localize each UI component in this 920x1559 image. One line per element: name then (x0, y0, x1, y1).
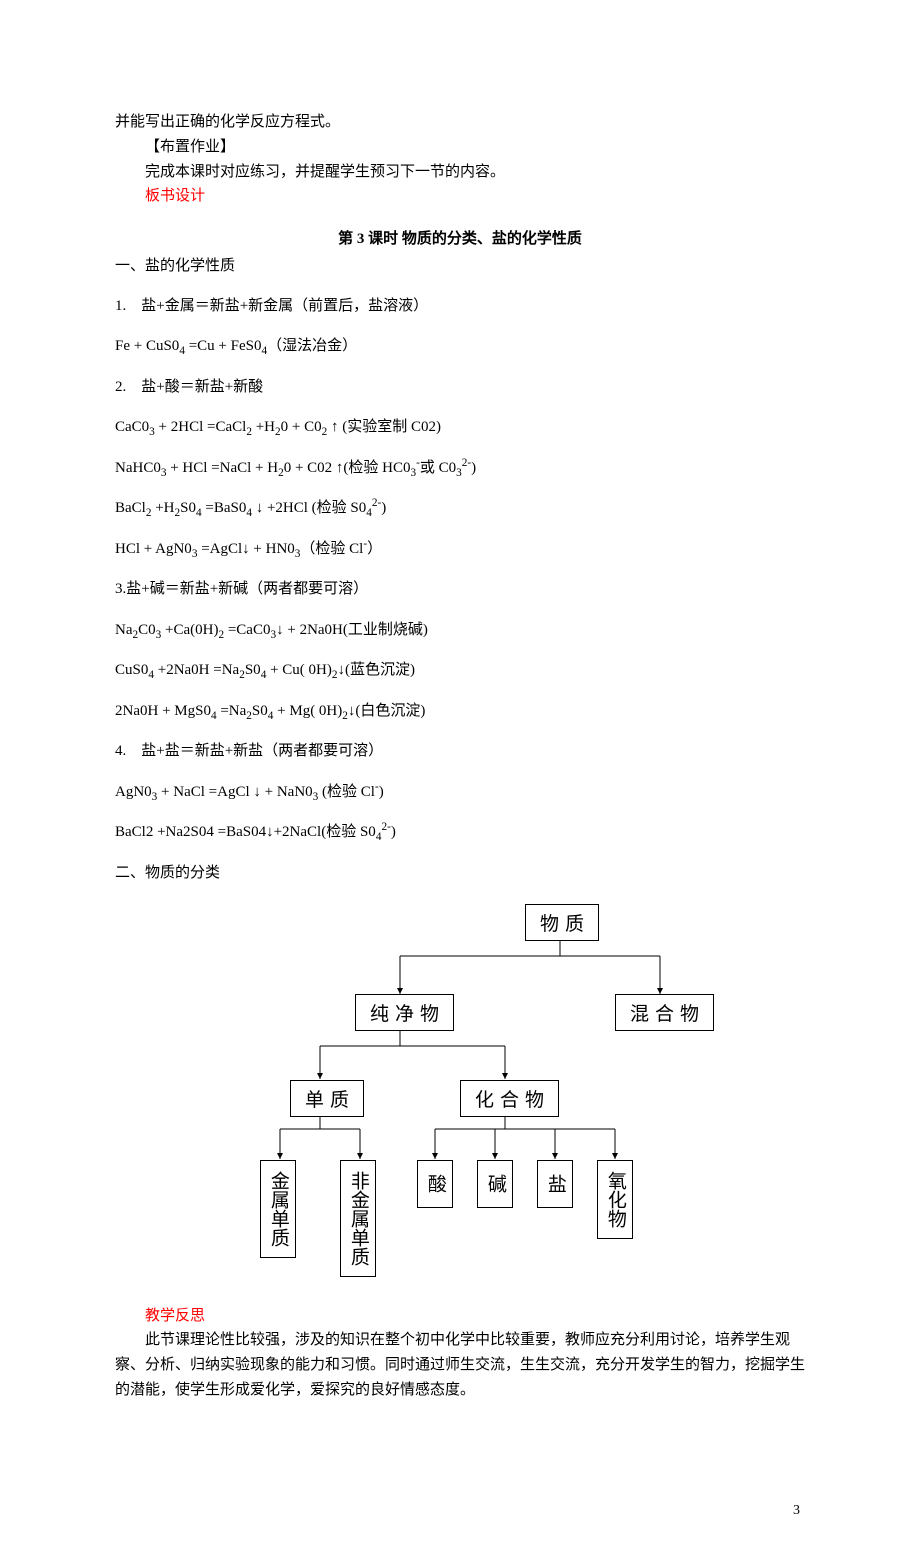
sup: 2- (372, 497, 381, 509)
txt: NaHC0 (115, 460, 161, 476)
leaf-metal: 金属单质 (260, 1160, 296, 1258)
txt: 0 + C02 ↑(检验 HC0 (284, 460, 411, 476)
eq-4-2: BaCl2 +Na2S04 =BaS04↓+2NaCl(检验 S042-) (115, 820, 805, 846)
txt: + Cu( 0H) (266, 662, 332, 678)
txt: BaCl (115, 500, 146, 516)
reflection-title: 教学反思 (115, 1304, 805, 1329)
rule-1: 1. 盐+金属＝新盐+新金属（前置后，盐溶液） (115, 294, 805, 320)
leaf-oxide: 氧化物 (597, 1160, 633, 1239)
node-simple: 单质 (290, 1080, 364, 1117)
sup: 2- (381, 821, 390, 833)
txt: + HCl =NaCl + H (166, 460, 278, 476)
txt: ↑ (实验室制 C02) (327, 419, 441, 435)
leaf-salt: 盐 (537, 1160, 573, 1208)
leaf-acid: 酸 (417, 1160, 453, 1208)
part2-title: 二、物质的分类 (115, 861, 805, 886)
txt: ) (391, 824, 396, 840)
txt: +2Na0H =Na (154, 662, 239, 678)
txt: C0 (138, 622, 156, 638)
txt: ↓ + 2Na0H(工业制烧碱) (276, 622, 428, 638)
txt: + Mg( 0H) (273, 703, 342, 719)
intro-line-1: 并能写出正确的化学反应方程式。 (115, 110, 805, 135)
eq-4-1: AgN03 + NaCl =AgCl ↓ + NaN03 (检验 Cl-) (115, 780, 805, 806)
txt: S0 (245, 662, 261, 678)
txt: CaC0 (115, 419, 149, 435)
txt: Fe + CuS0 (115, 338, 179, 354)
node-compound: 化合物 (460, 1080, 559, 1117)
eq-2-4: HCl + AgN03 =AgCl↓ + HN03（检验 Cl-） (115, 537, 805, 563)
txt: Na (115, 622, 133, 638)
classification-tree: 物质 纯净物 混合物 单质 化合物 金属单质 非金属单质 酸 碱 盐 氧化物 (190, 904, 730, 1284)
rule-4: 4. 盐+盐＝新盐+新盐（两者都要可溶） (115, 739, 805, 765)
txt: 2Na0H + MgS0 (115, 703, 211, 719)
txt: +H (252, 419, 275, 435)
txt: （湿法冶金） (267, 338, 357, 354)
txt: +Ca(0H) (161, 622, 218, 638)
txt: + NaCl =AgCl ↓ + NaN0 (157, 784, 312, 800)
txt: （检验 Cl (300, 541, 363, 557)
txt: AgN0 (115, 784, 152, 800)
page: 并能写出正确的化学反应方程式。 【布置作业】 完成本课时对应练习，并提醒学生预习… (0, 0, 920, 1559)
intro-line-3: 完成本课时对应练习，并提醒学生预习下一节的内容。 (115, 160, 805, 185)
txt: ↓(白色沉淀) (348, 703, 426, 719)
page-number: 3 (115, 1503, 805, 1519)
eq-1-1: Fe + CuS04 =Cu + FeS04（湿法冶金） (115, 334, 805, 360)
txt: =AgCl↓ + HN0 (197, 541, 294, 557)
txt: +H (151, 500, 174, 516)
eq-3-1: Na2C03 +Ca(0H)2 =CaC03↓ + 2Na0H(工业制烧碱) (115, 618, 805, 644)
leaf-base: 碱 (477, 1160, 513, 1208)
txt: (检验 Cl (318, 784, 375, 800)
txt: HCl + AgN0 (115, 541, 192, 557)
txt: ) (379, 784, 384, 800)
leaf-nonmetal: 非金属单质 (340, 1160, 376, 1277)
txt: =Cu + FeS0 (185, 338, 262, 354)
txt: ↓ +2HCl (检验 S0 (252, 500, 366, 516)
eq-3-2: CuS04 +2Na0H =Na2S04 + Cu( 0H)2↓(蓝色沉淀) (115, 658, 805, 684)
rule-2: 2. 盐+酸＝新盐+新酸 (115, 375, 805, 401)
txt: =BaS0 (202, 500, 247, 516)
node-root: 物质 (525, 904, 599, 941)
eq-2-2: NaHC03 + HCl =NaCl + H20 + C02 ↑(检验 HC03… (115, 456, 805, 482)
eq-2-1: CaC03 + 2HCl =CaCl2 +H20 + C02 ↑ (实验室制 C… (115, 415, 805, 441)
txt: 或 C0 (420, 460, 456, 476)
txt: ) (471, 460, 476, 476)
txt: ↓(蓝色沉淀) (337, 662, 415, 678)
txt: ） (367, 541, 382, 557)
txt: ) (381, 500, 386, 516)
txt: BaCl2 +Na2S04 =BaS04↓+2NaCl(检验 S0 (115, 824, 376, 840)
eq-2-3: BaCl2 +H2S04 =BaS04 ↓ +2HCl (检验 S042-) (115, 496, 805, 522)
section-title: 第 3 课时 物质的分类、盐的化学性质 (115, 227, 805, 248)
txt: CuS0 (115, 662, 148, 678)
txt: =Na (217, 703, 247, 719)
intro-line-2: 【布置作业】 (115, 135, 805, 160)
rule-3: 3.盐+碱＝新盐+新碱（两者都要可溶） (115, 577, 805, 603)
board-design-title: 板书设计 (115, 184, 805, 209)
txt: 0 + C0 (281, 419, 322, 435)
node-mixture: 混合物 (615, 994, 714, 1031)
part1-title: 一、盐的化学性质 (115, 254, 805, 279)
sup: 2- (462, 457, 471, 469)
txt: S0 (180, 500, 196, 516)
txt: + 2HCl =CaCl (155, 419, 247, 435)
eq-3-3: 2Na0H + MgS04 =Na2S04 + Mg( 0H)2↓(白色沉淀) (115, 699, 805, 725)
reflection-body: 此节课理论性比较强，涉及的知识在整个初中化学中比较重要，教师应充分利用讨论，培养… (115, 1328, 805, 1402)
node-pure: 纯净物 (355, 994, 454, 1031)
txt: S0 (252, 703, 268, 719)
txt: =CaC0 (224, 622, 270, 638)
